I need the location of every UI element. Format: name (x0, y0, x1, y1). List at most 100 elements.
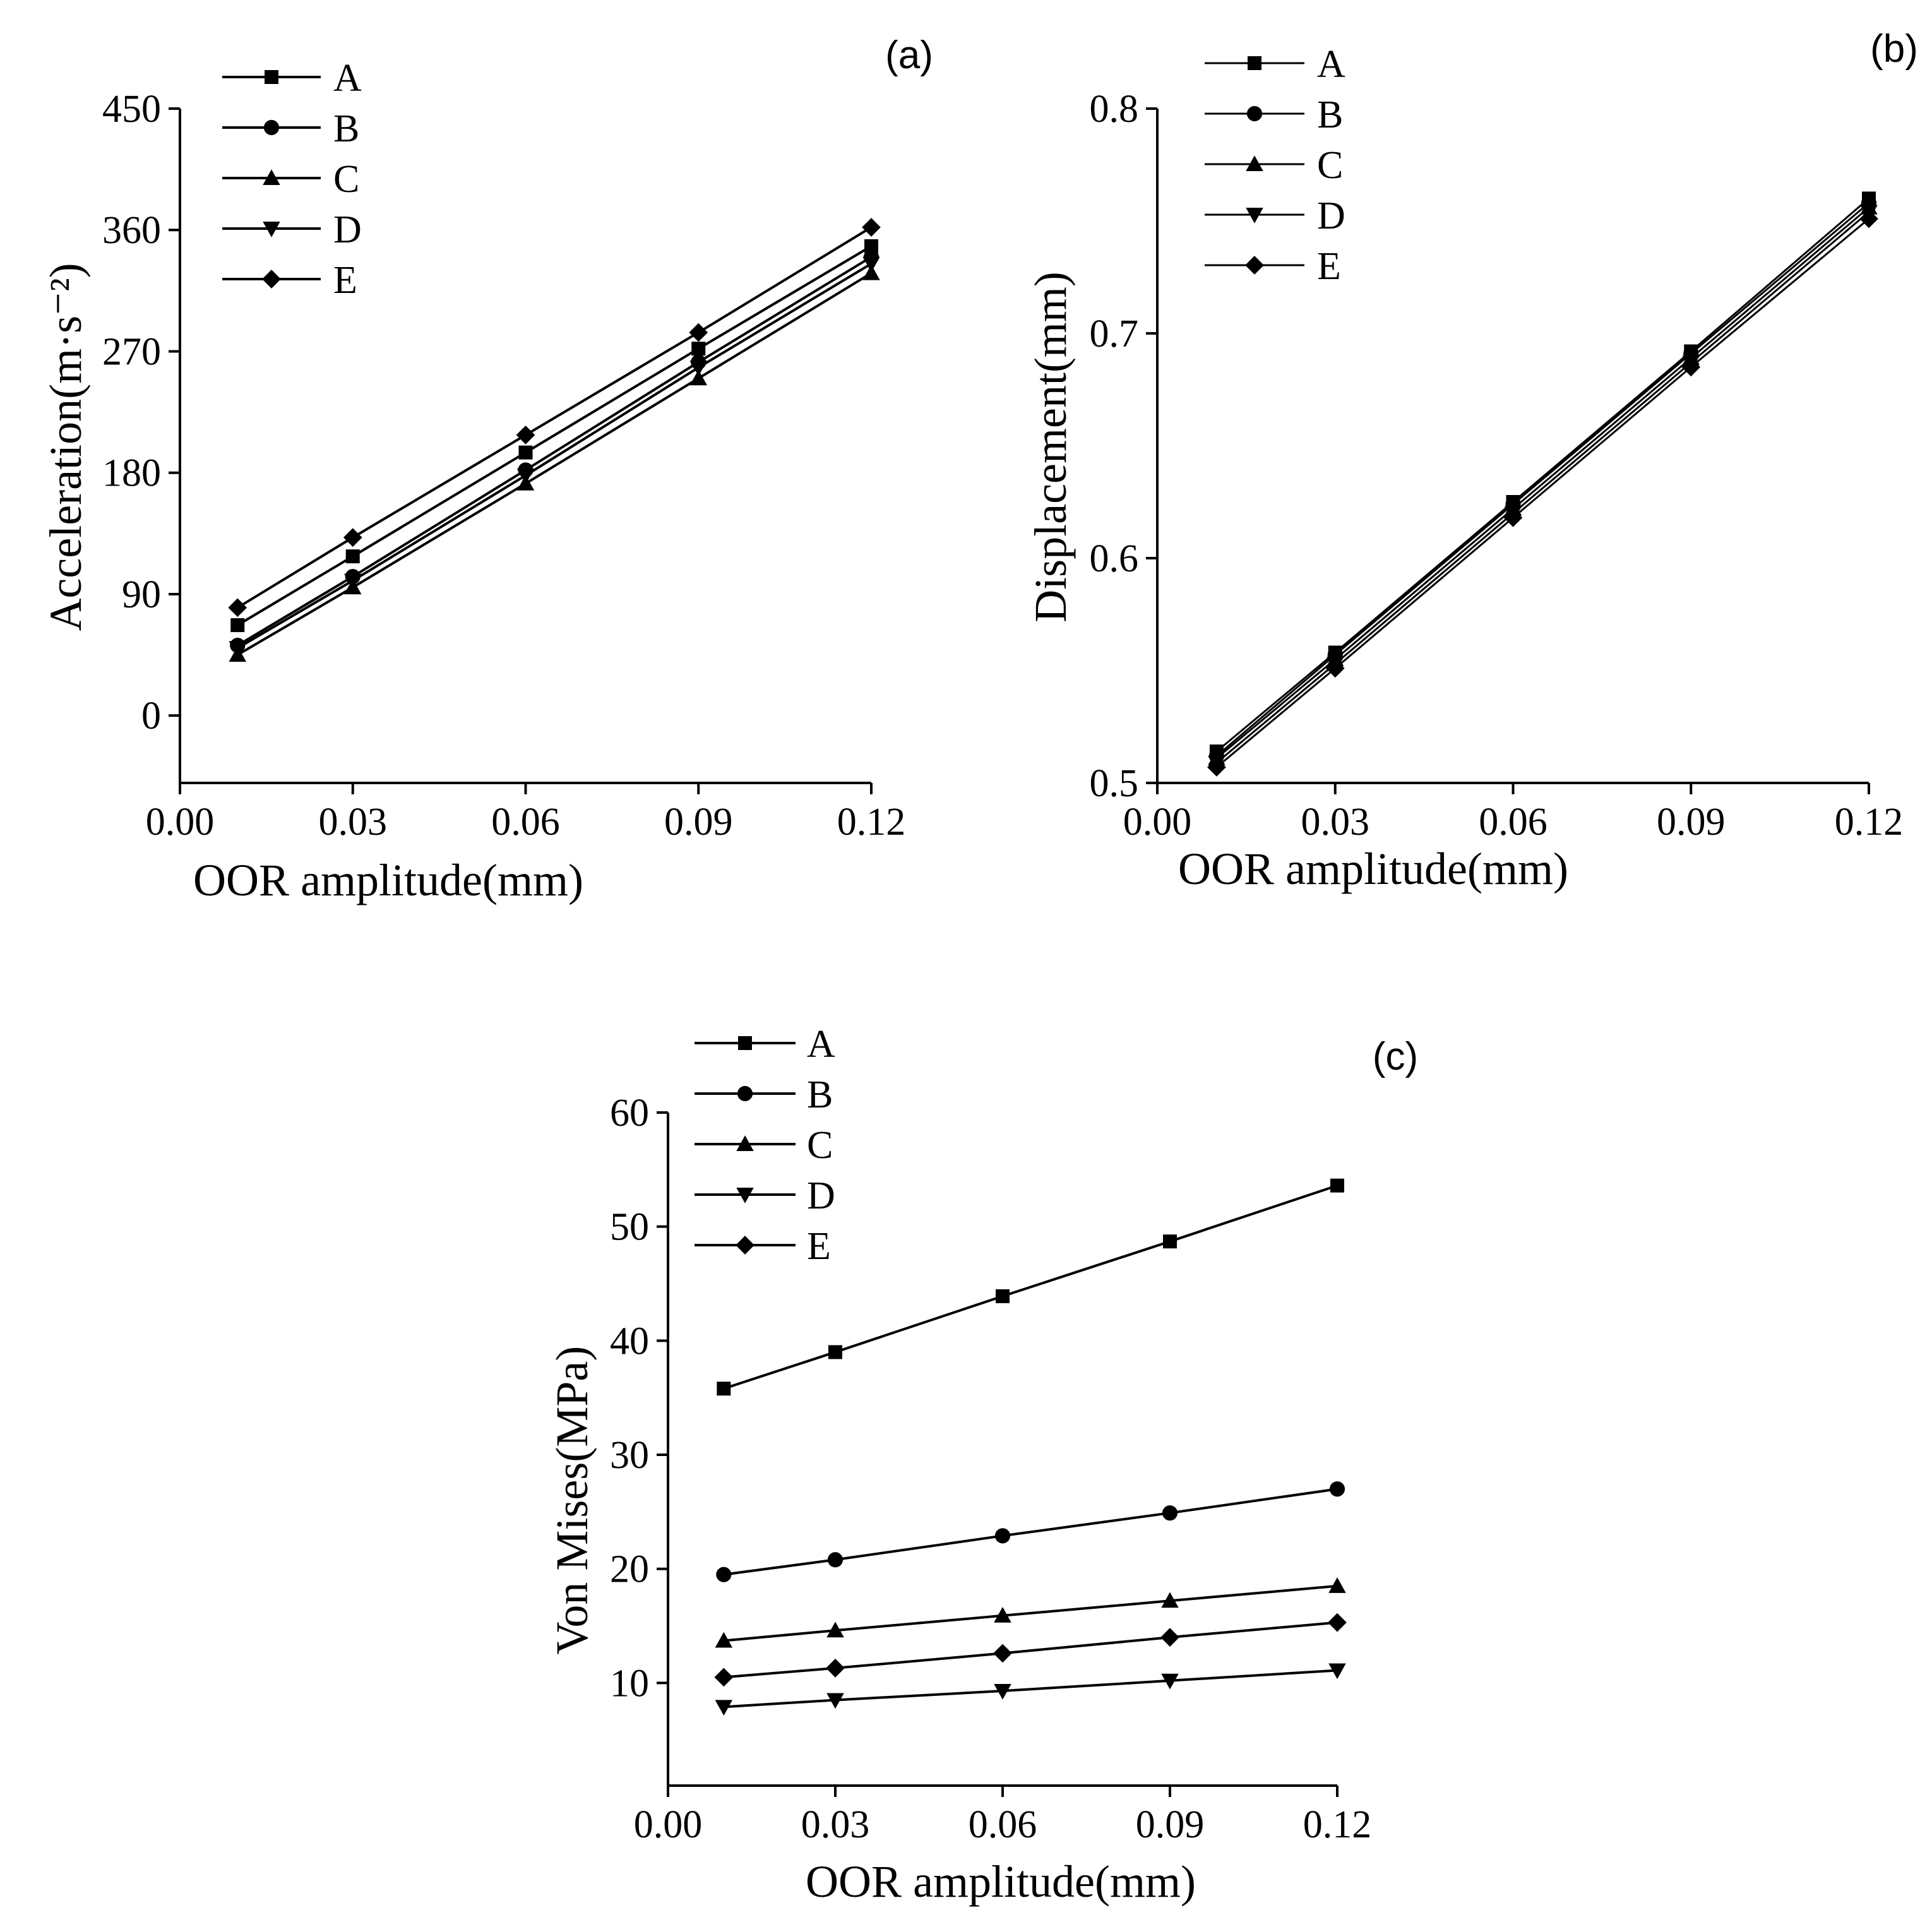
chart-c-y-tick-label: 20 (610, 1548, 649, 1591)
chart-a-series-E-point (228, 598, 247, 618)
chart-c-y-tick-label: 50 (610, 1206, 649, 1249)
chart-b-series-E-point (1503, 508, 1523, 527)
chart-a-y-tick-label: 450 (102, 88, 161, 131)
chart-c-series-E-point (1328, 1613, 1347, 1632)
chart-a-y-tick-label: 270 (102, 330, 161, 373)
chart-b-legend-swatch-marker (1246, 105, 1263, 122)
chart-a-x-tick-label: 0.09 (664, 801, 733, 844)
chart-a-y-tick-label: 90 (122, 573, 161, 616)
chart-c-series-D-point (994, 1684, 1011, 1700)
chart-c-legend-label: C (807, 1124, 833, 1167)
chart-c-series-A-point (828, 1345, 842, 1359)
chart-b-legend-label: E (1317, 245, 1341, 288)
chart-a-panel-label: (a) (885, 33, 933, 77)
chart-a-y-axis-title: Acceleration(m·s⁻²) (40, 263, 91, 631)
chart-c-x-tick-label: 0.00 (634, 1803, 703, 1846)
chart-c-y-tick-label: 10 (610, 1662, 649, 1705)
chart-a-legend-item-A: A (222, 57, 362, 100)
chart-c-y-tick-label: 40 (610, 1320, 649, 1363)
chart-c-legend-label: A (807, 1023, 835, 1066)
chart-b-x-tick-label: 0.12 (1835, 801, 1904, 844)
chart-c-series-B-point (1329, 1481, 1345, 1497)
chart-c-series-D-point (715, 1700, 733, 1716)
chart-c-legend-label: E (807, 1225, 831, 1268)
chart-a-series-D-point (229, 641, 246, 657)
chart-c-legend-label: D (807, 1174, 835, 1217)
chart-c-plot-area (714, 1178, 1347, 1716)
chart-a-y-tick-label: 360 (102, 209, 161, 252)
chart-b-y-ticks: 0.5 0.6 0.7 0.8 (1090, 88, 1157, 805)
chart-c-legend-item-A: A (695, 1023, 835, 1066)
chart-b-legend-item-E: E (1205, 245, 1341, 288)
chart-c-x-ticks: 0.00 0.03 0.06 0.09 0.12 (634, 1786, 1371, 1846)
chart-c-legend-item-E: E (695, 1225, 831, 1268)
chart-c-x-tick-label: 0.06 (969, 1803, 1037, 1846)
chart-b-legend-label: A (1317, 43, 1345, 86)
chart-a-legend-label: B (333, 107, 359, 150)
chart-a-series-E-point (343, 528, 362, 547)
chart-a-series-E-point (689, 323, 708, 342)
chart-a-legend-item-B: B (222, 107, 359, 150)
chart-c-legend-item-B: B (695, 1073, 833, 1116)
chart-a-legend-swatch-marker (265, 70, 278, 84)
chart-a: (a) OOR amplitude(mm) Acceleration(m·s⁻²… (40, 33, 933, 905)
chart-a-plot-area (228, 218, 881, 662)
chart-c-series-A-point (1330, 1178, 1344, 1193)
chart-a-series-D (229, 256, 880, 657)
chart-a-series-A-point (230, 618, 245, 633)
chart-b-panel-label: (b) (1870, 27, 1918, 71)
chart-b-legend-swatch-marker (1246, 155, 1263, 171)
chart-a-x-tick-label: 0.06 (491, 801, 560, 844)
chart-c-series-E-point (714, 1668, 734, 1687)
chart-c-series-B (716, 1481, 1345, 1582)
chart-c-series-D-point (1328, 1663, 1346, 1680)
chart-a-legend-swatch-marker (263, 169, 280, 185)
chart-c-legend-swatch-marker (737, 1085, 753, 1102)
chart-b-x-ticks: 0.00 0.03 0.06 0.09 0.12 (1123, 783, 1904, 844)
chart-c-series-A (717, 1178, 1344, 1396)
chart-c-series-E (714, 1613, 1347, 1687)
chart-b-legend-item-A: A (1205, 43, 1345, 86)
chart-a-legend-label: A (333, 57, 362, 100)
chart-a-legend-label: D (333, 208, 362, 251)
chart-c-series-A-point (717, 1382, 731, 1396)
chart-a-legend-item-C: C (222, 158, 359, 201)
chart-b-x-axis-title: OOR amplitude(mm) (1178, 844, 1568, 894)
chart-b-series-E (1207, 209, 1878, 777)
chart-b-y-tick-label: 0.5 (1090, 762, 1139, 805)
chart-b-y-tick-label: 0.8 (1090, 88, 1139, 131)
chart-a-series-A-point (345, 549, 360, 564)
chart-a-x-tick-label: 0.03 (319, 801, 388, 844)
chart-a-legend-item-E: E (222, 259, 357, 302)
chart-a-x-ticks: 0.00 0.03 0.06 0.09 0.12 (146, 783, 905, 844)
chart-c-x-axis-title: OOR amplitude(mm) (806, 1856, 1196, 1907)
chart-b-legend-swatch-marker (1246, 208, 1263, 224)
chart-a-series-D-point (689, 361, 707, 376)
chart-c-series-B-point (716, 1567, 732, 1582)
chart-b-y-axis-title: Displacement(mm) (1025, 272, 1076, 623)
chart-c-legend-item-C: C (695, 1124, 833, 1167)
chart-c-series-C-point (994, 1607, 1011, 1623)
chart-a-y-tick-label: 180 (102, 452, 161, 495)
chart-c-y-tick-label: 60 (610, 1092, 649, 1135)
chart-c-legend-swatch-marker (736, 1236, 754, 1255)
chart-a-x-axis-title: OOR amplitude(mm) (193, 855, 583, 905)
chart-c-series-C-point (826, 1621, 844, 1638)
chart-a-series-A-point (518, 445, 533, 460)
chart-b-legend-label: C (1317, 144, 1343, 187)
chart-a-legend-label: E (333, 259, 357, 302)
chart-c-series-C-point (1328, 1577, 1346, 1593)
chart-a-legend-swatch-marker (263, 119, 280, 136)
chart-a-legend-swatch-marker (262, 270, 281, 289)
chart-c: (c) OOR amplitude(mm) Von Mises(MPa) 0.0… (547, 1023, 1418, 1907)
chart-b-legend-label: B (1317, 93, 1343, 136)
chart-b: (b) OOR amplitude(mm) Displacement(mm) 0… (1025, 27, 1918, 894)
chart-a-series-D-point (516, 468, 535, 484)
chart-c-legend-swatch-marker (738, 1036, 752, 1050)
chart-b-y-tick-label: 0.7 (1090, 313, 1139, 355)
chart-b-plot-area (1207, 191, 1878, 777)
chart-c-series-D-point (1161, 1673, 1179, 1690)
